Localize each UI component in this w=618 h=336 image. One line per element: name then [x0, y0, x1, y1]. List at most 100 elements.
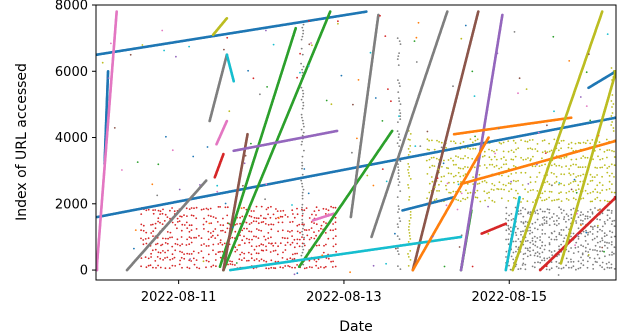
data-point	[599, 200, 601, 202]
data-point	[208, 239, 210, 241]
data-point	[592, 211, 594, 213]
data-point	[143, 230, 145, 232]
data-point	[580, 157, 582, 159]
data-point	[570, 174, 572, 176]
data-point	[282, 257, 284, 259]
data-point	[248, 260, 250, 262]
data-point	[280, 242, 282, 244]
data-point	[522, 264, 524, 266]
data-point	[408, 148, 410, 150]
data-point	[597, 242, 599, 244]
data-point	[311, 267, 313, 269]
data-point	[303, 150, 305, 152]
data-point	[436, 140, 438, 142]
data-point	[563, 237, 565, 239]
data-point	[302, 120, 304, 122]
data-point	[220, 242, 222, 244]
data-point	[438, 141, 440, 143]
data-point	[275, 208, 277, 210]
data-point	[205, 266, 207, 268]
data-point	[432, 181, 434, 183]
data-point	[270, 267, 272, 269]
data-point	[253, 210, 255, 212]
data-point	[609, 149, 611, 151]
data-point	[556, 239, 558, 241]
data-point	[294, 239, 296, 241]
data-point	[578, 251, 580, 253]
data-point	[227, 206, 229, 208]
data-point	[266, 209, 268, 211]
data-point	[567, 261, 569, 263]
data-point	[520, 221, 522, 223]
data-point	[152, 209, 154, 211]
data-point	[599, 265, 601, 267]
data-point	[258, 260, 260, 262]
data-point	[563, 173, 565, 175]
data-point	[318, 230, 320, 232]
data-point	[399, 217, 401, 219]
data-point	[208, 245, 210, 247]
data-point	[611, 163, 613, 165]
data-point	[610, 124, 612, 126]
data-point	[248, 242, 250, 244]
data-point	[601, 237, 603, 239]
data-point	[153, 213, 155, 215]
data-point	[301, 255, 303, 257]
data-point	[570, 209, 572, 211]
data-point	[561, 212, 563, 214]
data-point	[157, 256, 159, 258]
data-point	[587, 140, 589, 142]
data-point	[201, 250, 203, 252]
data-point	[460, 200, 462, 202]
data-point	[541, 241, 543, 243]
data-point	[318, 267, 320, 269]
data-point	[266, 249, 268, 251]
data-point	[575, 176, 577, 178]
data-point	[184, 224, 186, 226]
data-point	[248, 252, 250, 254]
data-point	[563, 229, 565, 231]
data-point	[592, 226, 594, 228]
data-point	[575, 269, 577, 271]
data-point	[532, 189, 534, 191]
data-point	[162, 250, 164, 252]
data-point	[511, 256, 513, 258]
data-point	[551, 233, 553, 235]
data-point	[522, 198, 524, 200]
data-point	[268, 268, 270, 270]
data-point	[410, 211, 412, 213]
data-point	[609, 188, 611, 190]
data-point	[287, 237, 289, 239]
data-point	[582, 259, 584, 261]
data-point	[296, 225, 298, 227]
data-point	[510, 230, 512, 232]
data-point	[529, 227, 531, 229]
data-point	[551, 251, 553, 253]
data-point	[140, 238, 142, 240]
data-point	[287, 265, 289, 267]
data-point	[570, 247, 572, 249]
data-point	[594, 249, 596, 251]
data-point	[510, 269, 512, 271]
data-point	[596, 236, 598, 238]
data-point	[275, 250, 277, 252]
data-point	[570, 261, 572, 263]
data-point	[570, 214, 572, 216]
data-point	[515, 207, 517, 209]
data-point	[400, 268, 402, 270]
data-point	[303, 105, 305, 107]
data-point	[179, 251, 181, 253]
data-point	[506, 213, 508, 215]
data-point	[447, 167, 449, 169]
data-point	[522, 159, 524, 161]
data-point	[484, 155, 486, 157]
data-point	[206, 260, 208, 262]
data-point	[578, 142, 580, 144]
data-point	[291, 209, 293, 211]
data-point	[323, 221, 325, 223]
data-point	[513, 165, 515, 167]
data-point	[207, 231, 209, 233]
data-point	[596, 218, 598, 220]
data-point	[265, 223, 267, 225]
data-point	[505, 229, 507, 231]
